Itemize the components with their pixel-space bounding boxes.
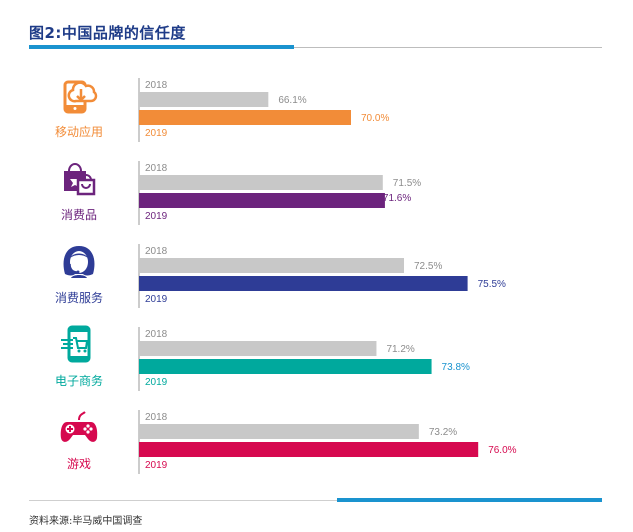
series-label-2018: 2018: [145, 80, 168, 91]
bar-2018: [139, 424, 419, 439]
footer-divider: [29, 500, 602, 501]
series-label-2019: 2019: [145, 294, 168, 305]
value-label-2019: 70.0%: [361, 113, 389, 124]
bar-2018: [139, 175, 383, 190]
series-label-2019: 2019: [145, 377, 168, 388]
category-label: 消费服务: [54, 291, 103, 305]
category-label: 电子商务: [54, 374, 103, 388]
value-label-2018: 73.2%: [429, 427, 457, 438]
bar-2019: [139, 442, 479, 457]
series-label-2018: 2018: [145, 329, 168, 340]
category-label: 移动应用: [54, 125, 103, 139]
series-label-2019: 2019: [145, 211, 168, 222]
value-label-2018: 71.5%: [393, 178, 421, 189]
title-divider: [29, 47, 602, 48]
bar-2019: [139, 276, 468, 291]
customer-service-headset-icon: [63, 246, 95, 278]
value-label-2018: 66.1%: [278, 95, 306, 106]
series-label-2019: 2019: [145, 460, 168, 471]
mobile-app-cloud-icon: [63, 80, 98, 114]
category-label: 游戏: [66, 457, 91, 471]
bar-2019: [139, 110, 351, 125]
bar-2018: [139, 341, 377, 356]
value-label-2019: 71.6%: [383, 193, 411, 204]
category-label: 消费品: [60, 208, 97, 222]
footer-accent-bar: [337, 498, 602, 502]
value-label-2019: 73.8%: [442, 362, 470, 373]
bar-2018: [139, 92, 269, 107]
bar-chart: 2018 66.1% 70.0% 2019 2018 71.5% 71.6% 2019 20…: [60, 78, 517, 474]
series-label-2018: 2018: [145, 412, 168, 423]
series-label-2018: 2018: [145, 246, 168, 257]
shopping-bags-icon: [64, 163, 96, 196]
series-label-2019: 2019: [145, 128, 168, 139]
series-label-2018: 2018: [145, 163, 168, 174]
bar-2018: [139, 258, 404, 273]
chart-title: 图2:中国品牌的信任度: [29, 24, 186, 42]
source-note: 资料来源:毕马威中国调查: [29, 516, 143, 527]
value-label-2019: 76.0%: [488, 445, 516, 456]
bar-2019: [139, 193, 385, 208]
value-label-2018: 72.5%: [414, 261, 442, 272]
value-label-2018: 71.2%: [386, 344, 414, 355]
title-accent-bar: [29, 45, 294, 49]
bar-2019: [139, 359, 432, 374]
value-label-2019: 75.5%: [478, 279, 506, 290]
ecommerce-phone-cart-icon: [61, 325, 91, 363]
game-controller-icon: [60, 411, 98, 442]
